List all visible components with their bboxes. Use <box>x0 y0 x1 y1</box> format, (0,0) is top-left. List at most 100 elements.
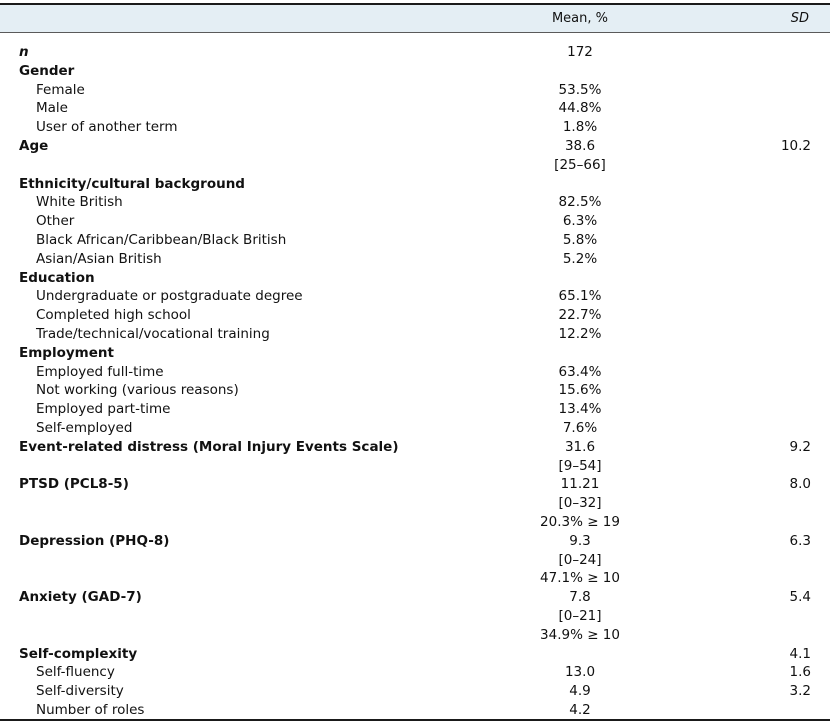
row-mean-value: 22.7% <box>558 307 602 324</box>
row-sd-value: 10.2 <box>780 137 811 154</box>
row-sd-value: 3.2 <box>789 683 811 700</box>
table-header-rule <box>0 32 830 33</box>
row-mean-value: 5.8% <box>562 231 598 248</box>
row-mean-value: 172 <box>567 44 593 60</box>
row-sd-value: 4.1 <box>789 645 811 662</box>
row-label: Self-diversity <box>36 683 124 700</box>
row-label: Age <box>19 137 49 154</box>
row-label: Completed high school <box>36 307 191 324</box>
table-row: White British 82.5% <box>0 193 830 212</box>
row-mean-value: 4.9 <box>569 683 591 700</box>
row-label: Male <box>36 100 68 117</box>
row-label: Employed full-time <box>36 363 164 380</box>
table-row: User of another term 1.8% <box>0 118 830 137</box>
table-row: Employment <box>0 344 830 363</box>
row-label: Black African/Caribbean/Black British <box>36 231 287 248</box>
row-label: Trade/technical/vocational training <box>36 325 270 342</box>
row-mean-value: [0–21] <box>558 607 602 624</box>
table-row: n 172 <box>0 43 830 62</box>
row-mean-value: 7.6% <box>562 419 598 436</box>
table-row: Trade/technical/vocational training 12.2% <box>0 325 830 344</box>
row-sd-value: 8.0 <box>789 476 811 493</box>
table-row: Other 6.3% <box>0 212 830 231</box>
table-row: Education <box>0 269 830 288</box>
row-label: Gender <box>19 62 75 79</box>
row-mean-value: 4.2 <box>569 701 591 718</box>
row-mean-value: 34.9% ≥ 10 <box>540 626 620 643</box>
header-sd-column: SD <box>790 11 809 26</box>
row-label: Ethnicity/cultural background <box>19 175 245 192</box>
row-mean-value: 15.6% <box>558 382 602 399</box>
row-mean-value: 31.6 <box>564 438 596 455</box>
row-label: n <box>19 44 29 60</box>
table-row: Completed high school 22.7% <box>0 306 830 325</box>
table-bottom-rule <box>0 719 830 721</box>
table-row: Employed part-time 13.4% <box>0 400 830 419</box>
row-label: Self-fluency <box>36 664 115 681</box>
table-row: [0–21] <box>0 607 830 626</box>
table-row: Ethnicity/cultural background <box>0 175 830 194</box>
row-label: Self-complexity <box>19 645 138 662</box>
table-row: Self-employed 7.6% <box>0 419 830 438</box>
row-mean-value: 13.0 <box>564 664 596 681</box>
header-mean-column: Mean, % <box>551 11 609 26</box>
table-row: 20.3% ≥ 19 <box>0 513 830 532</box>
row-sd-value: 6.3 <box>789 532 811 549</box>
row-mean-value: 63.4% <box>558 363 602 380</box>
row-mean-value: [25–66] <box>554 156 606 173</box>
row-mean-value: 20.3% ≥ 19 <box>540 513 620 530</box>
row-label: Education <box>19 269 95 286</box>
table-row: 47.1% ≥ 10 <box>0 569 830 588</box>
table-row: Self-fluency 13.0 1.6 <box>0 663 830 682</box>
table-row: Employed full-time 63.4% <box>0 363 830 382</box>
row-mean-value: [9–54] <box>558 457 602 474</box>
table-row: Depression (PHQ-8) 9.3 6.3 <box>0 532 830 551</box>
row-label: Employment <box>19 344 114 361</box>
table-row: [0–32] <box>0 494 830 513</box>
row-mean-value: 1.8% <box>562 119 598 136</box>
table-top-rule <box>0 3 830 5</box>
row-label: Female <box>36 81 85 98</box>
row-mean-value: 11.21 <box>560 476 600 493</box>
row-label: Self-employed <box>36 419 133 436</box>
row-label: Depression (PHQ-8) <box>19 532 170 549</box>
row-label: User of another term <box>36 119 178 136</box>
table-row: Self-complexity 4.1 <box>0 645 830 664</box>
row-label: Other <box>36 213 75 230</box>
table-row: Female 53.5% <box>0 81 830 100</box>
row-mean-value: 7.8 <box>569 589 591 606</box>
table-row: Not working (various reasons) 15.6% <box>0 381 830 400</box>
row-sd-value: 9.2 <box>789 438 811 455</box>
table-row: Self-diversity 4.9 3.2 <box>0 682 830 701</box>
row-label: Anxiety (GAD-7) <box>19 589 142 606</box>
row-label: PTSD (PCL8-5) <box>19 476 129 493</box>
table-row: Male 44.8% <box>0 99 830 118</box>
row-label: Event-related distress (Moral Injury Eve… <box>19 438 399 455</box>
table-row: Number of roles 4.2 <box>0 701 830 720</box>
row-mean-value: 9.3 <box>569 532 591 549</box>
row-label: White British <box>36 194 123 211</box>
table-body: n 172 Gender Female 53.5% Male 44.8% User of an… <box>0 43 830 720</box>
table-row: Asian/Asian British 5.2% <box>0 250 830 269</box>
row-label: Undergraduate or postgraduate degree <box>36 288 303 305</box>
table-row: Gender <box>0 62 830 81</box>
table-header <box>0 5 830 32</box>
row-label: Employed part-time <box>36 401 171 418</box>
table-row: [0–24] <box>0 551 830 570</box>
row-mean-value: 47.1% ≥ 10 <box>540 570 620 587</box>
table-row: Anxiety (GAD-7) 7.8 5.4 <box>0 588 830 607</box>
row-mean-value: 12.2% <box>558 325 602 342</box>
row-sd-value: 1.6 <box>789 664 811 681</box>
row-mean-value: 13.4% <box>558 401 602 418</box>
row-sd-value: 5.4 <box>789 589 811 606</box>
row-mean-value: 53.5% <box>558 81 602 98</box>
row-mean-value: 38.6 <box>564 137 596 154</box>
row-mean-value: 44.8% <box>558 100 602 117</box>
row-mean-value: 5.2% <box>562 250 598 267</box>
table-row: Black African/Caribbean/Black British 5.8… <box>0 231 830 250</box>
table-row: Undergraduate or postgraduate degree 65.1… <box>0 287 830 306</box>
table-row: PTSD (PCL8-5) 11.21 8.0 <box>0 475 830 494</box>
table-row: Age 38.6 10.2 <box>0 137 830 156</box>
row-mean-value: 65.1% <box>558 288 602 305</box>
